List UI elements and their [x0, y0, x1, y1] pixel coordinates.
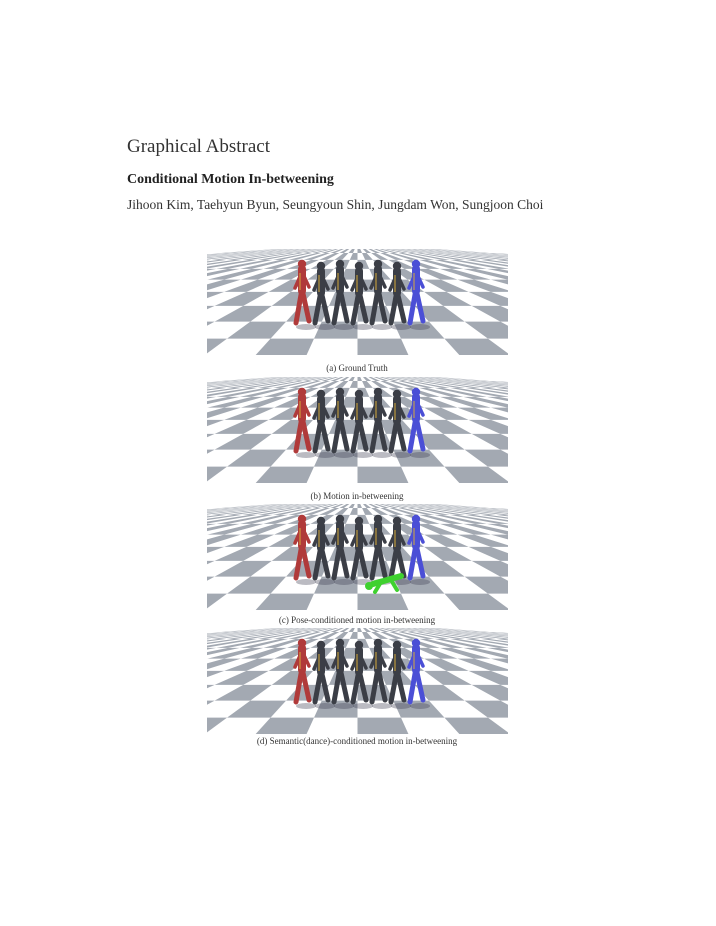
caption-ground-truth: (a) Ground Truth [326, 363, 388, 373]
motion-render-image [207, 249, 508, 355]
figure-pose-conditioned [207, 504, 508, 610]
caption-pose-conditioned: (c) Pose-conditioned motion in-betweenin… [278, 615, 436, 625]
caption-semantic-conditioned: (d) Semantic(dance)-conditioned motion i… [256, 736, 458, 746]
caption-motion-inbetweening: (b) Motion in-betweening [310, 491, 404, 501]
figure-semantic-conditioned [207, 628, 508, 734]
figure-motion-inbetweening [207, 377, 508, 483]
motion-render-image [207, 377, 508, 483]
character-sequence [293, 638, 430, 709]
character-sequence [293, 387, 430, 458]
section-heading: Graphical Abstract [127, 136, 270, 157]
checkerboard-floor [207, 249, 508, 355]
figure-ground-truth [207, 249, 508, 355]
motion-render-image [207, 628, 508, 734]
character-sequence [293, 259, 430, 330]
author-list: Jihoon Kim, Taehyun Byun, Seungyoun Shin… [127, 197, 544, 212]
conditioned-pose-figure [365, 573, 404, 594]
character-sequence [293, 514, 430, 585]
paper-title: Conditional Motion In-betweening [127, 172, 334, 187]
checkerboard-floor [207, 628, 508, 734]
motion-render-image [207, 504, 508, 610]
